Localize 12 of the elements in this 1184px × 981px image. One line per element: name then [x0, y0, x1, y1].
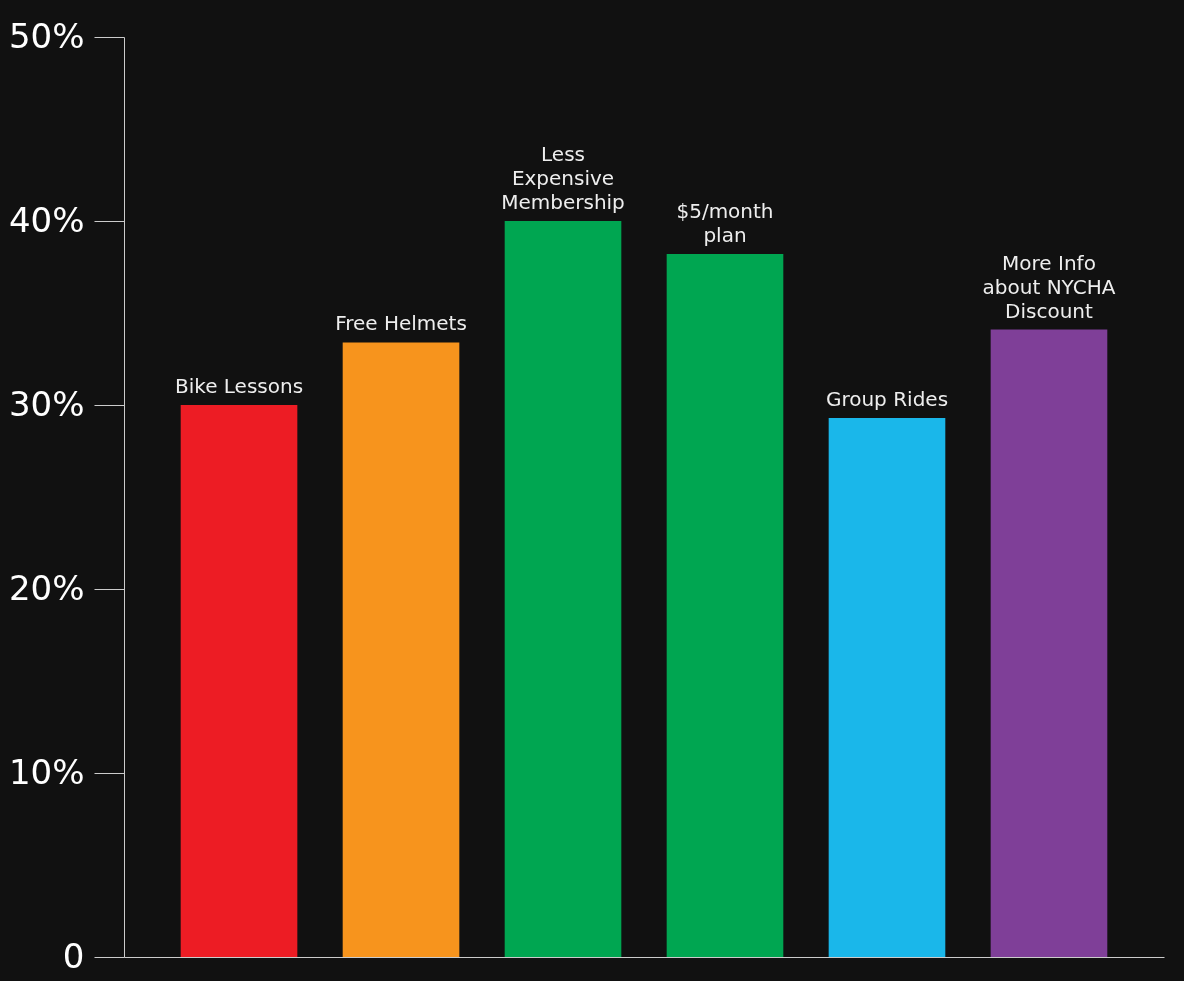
y-tick-label: 20%: [8, 567, 85, 608]
y-tick-label: 0: [62, 935, 85, 976]
y-tick-label: 50%: [8, 15, 85, 56]
x-tick-label: Free Helmets: [335, 311, 467, 336]
x-tick-label: Group Rides: [825, 386, 949, 411]
y-tick-label: 40%: [8, 199, 85, 240]
x-tick-label: Less Expensive Membership: [501, 142, 625, 214]
x-tick-label: More Info about NYCHA Discount: [982, 250, 1116, 323]
y-tick-label: 10%: [8, 751, 85, 792]
x-tick-label: Bike Lessons: [174, 374, 304, 398]
y-tick-label: 30%: [8, 383, 85, 424]
x-tick-label: $5/month plan: [676, 199, 774, 248]
